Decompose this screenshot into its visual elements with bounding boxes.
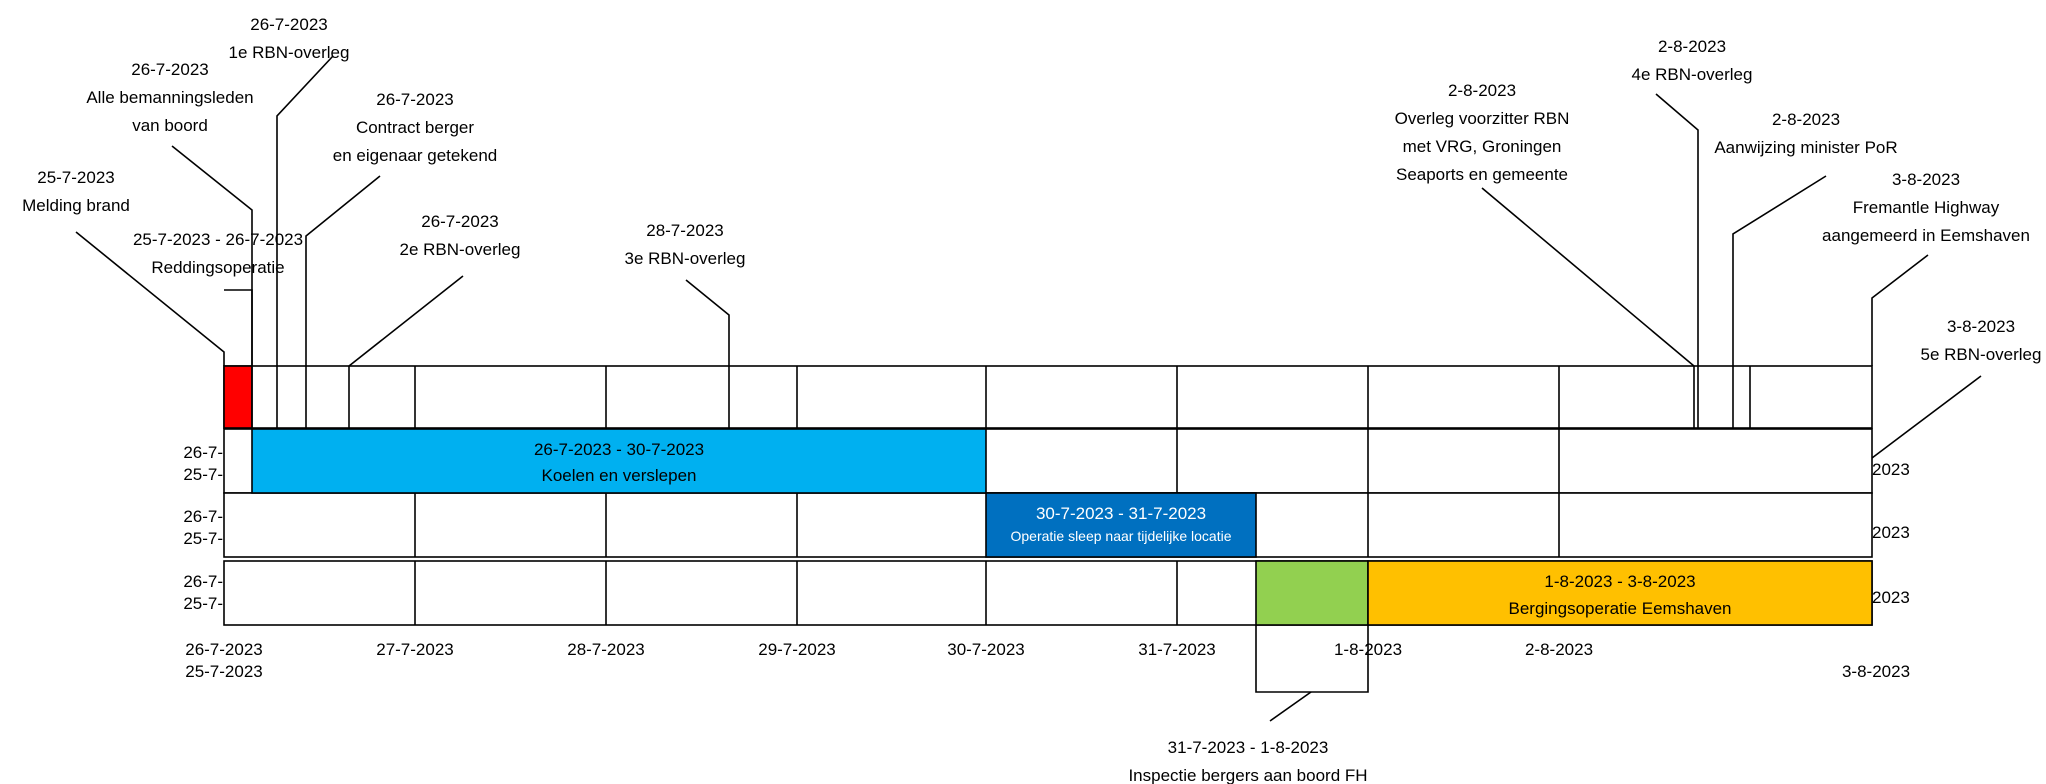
callout-reddingsoperatie-date: 25-7-2023 - 26-7-2023 — [133, 230, 303, 249]
row-edge-label-left: 25-7- — [183, 465, 223, 484]
row-edge-label-right: 2023 — [1872, 460, 1910, 479]
callout-melding-brand-text: Melding brand — [22, 196, 130, 215]
row-edge-label-left: 25-7- — [183, 529, 223, 548]
callout-rbn3-text: 3e RBN-overleg — [625, 249, 746, 268]
callout-inspectie-text: Inspectie bergers aan boord FH — [1128, 766, 1367, 784]
bar-inspectie-bergers — [1256, 561, 1368, 625]
callout-rbn2-text: 2e RBN-overleg — [400, 240, 521, 259]
callout-fremantle-text: Fremantle Highway — [1853, 198, 2000, 217]
callout-contract-text: en eigenaar getekend — [333, 146, 497, 165]
axis-tick-label: 28-7-2023 — [567, 640, 645, 659]
timeline-row-1 — [224, 366, 1872, 428]
row-edge-label-left: 26-7- — [183, 507, 223, 526]
callout-reddingsoperatie-leader — [224, 290, 252, 366]
axis-tick-label: 29-7-2023 — [758, 640, 836, 659]
bar-melding-brand — [224, 366, 252, 428]
bar-label-sleep: Operatie sleep naar tijdelijke locatie — [1010, 528, 1231, 544]
bar-label-berging: Bergingsoperatie Eemshaven — [1508, 599, 1731, 618]
callout-reddingsoperatie-text: Reddingsoperatie — [151, 258, 284, 277]
axis-tick-label: 3-8-2023 — [1842, 662, 1910, 681]
callout-inspectie-leader — [1270, 692, 1311, 721]
bar-dates-koelen: 26-7-2023 - 30-7-2023 — [534, 440, 704, 459]
callout-minister-text: Aanwijzing minister PoR — [1714, 138, 1897, 157]
callout-fremantle-date: 3-8-2023 — [1892, 170, 1960, 189]
callout-rbn3-date: 28-7-2023 — [646, 221, 724, 240]
callout-rbn5-leader — [1872, 376, 1981, 458]
bar-dates-berging: 1-8-2023 - 3-8-2023 — [1544, 572, 1695, 591]
axis-tick-label: 26-7-2023 — [185, 640, 263, 659]
callout-voorzitter-date: 2-8-2023 — [1448, 81, 1516, 100]
callout-bemanning-date: 26-7-2023 — [131, 60, 209, 79]
callout-minister-date: 2-8-2023 — [1772, 110, 1840, 129]
callout-rbn4-date: 2-8-2023 — [1658, 37, 1726, 56]
callout-rbn2-date: 26-7-2023 — [421, 212, 499, 231]
bar-label-koelen: Koelen en verslepen — [541, 466, 696, 485]
callout-fremantle-text: aangemeerd in Eemshaven — [1822, 226, 2030, 245]
callout-rbn5-text: 5e RBN-overleg — [1921, 345, 2042, 364]
callout-contract-text: Contract berger — [356, 118, 474, 137]
callout-contract-date: 26-7-2023 — [376, 90, 454, 109]
bar-operatie-sleep — [986, 493, 1256, 557]
axis-tick-label: 1-8-2023 — [1334, 640, 1402, 659]
callout-voorzitter-text: Overleg voorzitter RBN — [1395, 109, 1570, 128]
axis-tick-label: 30-7-2023 — [947, 640, 1025, 659]
callout-rbn1-date: 26-7-2023 — [250, 15, 328, 34]
bar-dates-sleep: 30-7-2023 - 31-7-2023 — [1036, 504, 1206, 523]
callout-rbn5-date: 3-8-2023 — [1947, 317, 2015, 336]
callout-inspectie-date: 31-7-2023 - 1-8-2023 — [1168, 738, 1329, 757]
axis-tick-label: 2-8-2023 — [1525, 640, 1593, 659]
row-edge-label-left: 26-7- — [183, 443, 223, 462]
callout-rbn1-text: 1e RBN-overleg — [229, 43, 350, 62]
row-edge-label-left: 26-7- — [183, 572, 223, 591]
callout-voorzitter-text: Seaports en gemeente — [1396, 165, 1568, 184]
axis-tick-label: 31-7-2023 — [1138, 640, 1216, 659]
callout-rbn4-text: 4e RBN-overleg — [1632, 65, 1753, 84]
callout-bemanning-text: Alle bemanningsleden — [86, 88, 253, 107]
axis-tick-label: 27-7-2023 — [376, 640, 454, 659]
axis-start-label: 25-7-2023 — [185, 662, 263, 681]
callout-voorzitter-text: met VRG, Groningen — [1403, 137, 1562, 156]
row-edge-label-left: 25-7- — [183, 594, 223, 613]
row-edge-label-right: 2023 — [1872, 523, 1910, 542]
callout-rbn2-leader — [349, 276, 463, 366]
callout-melding-brand-leader — [76, 232, 224, 366]
row-edge-label-right: 2023 — [1872, 588, 1910, 607]
callout-melding-brand-date: 25-7-2023 — [37, 168, 115, 187]
callout-bemanning-text: van boord — [132, 116, 208, 135]
